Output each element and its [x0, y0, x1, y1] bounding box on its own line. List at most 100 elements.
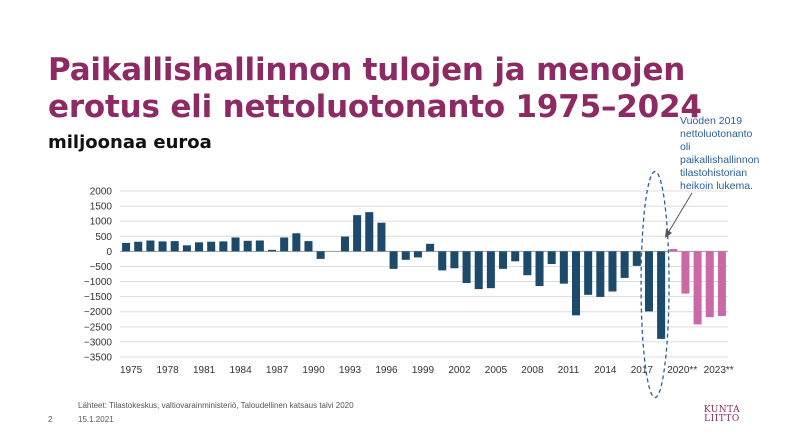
annotation-text: Vuoden 2019 nettoluotonanto oli paikalli…	[680, 115, 780, 193]
x-tick-label: 1984	[229, 365, 252, 376]
bar-1982	[207, 241, 216, 252]
title-line-1: Paikallishallinnon tulojen ja menojen	[48, 52, 686, 88]
bar-2000	[426, 243, 435, 252]
annotation-line: paikallishallinnon	[680, 154, 760, 166]
bar-2016	[620, 251, 629, 278]
y-tick-label: −3500	[84, 353, 113, 364]
bar-1984	[231, 237, 240, 252]
bar-2022	[693, 251, 702, 325]
bar-2024	[717, 251, 726, 316]
source-text: Lähteet: Tilastokeskus, valtiovarainmini…	[78, 401, 354, 410]
y-tick-label: −1500	[84, 292, 113, 303]
bar-2004	[474, 251, 483, 290]
bar-2002	[450, 251, 459, 269]
bar-1999	[413, 251, 422, 258]
y-tick-label: 0	[106, 247, 112, 258]
bar-2011	[559, 251, 568, 284]
bar-2003	[462, 251, 471, 284]
bar-2017	[632, 251, 641, 266]
bar-2001	[438, 251, 447, 271]
bar-1998	[401, 251, 410, 260]
annotation-line: Vuoden 2019	[680, 115, 743, 127]
bars	[122, 212, 726, 339]
bar-1997	[389, 251, 398, 269]
date-text: 15.1.2021	[78, 415, 114, 424]
annotation-arrow-head	[665, 229, 672, 238]
x-tick-label: 1981	[193, 365, 216, 376]
bar-2015	[608, 251, 617, 292]
x-tick-label: 1987	[266, 365, 289, 376]
y-tick-label: 500	[95, 232, 112, 243]
bar-1983	[219, 241, 228, 252]
x-tick-label: 2011	[558, 365, 580, 376]
annotation-line: heikoin lukema.	[680, 180, 753, 192]
bar-2006	[499, 251, 508, 269]
bar-1978	[158, 241, 167, 252]
bar-2014	[596, 251, 605, 297]
bar-1990	[304, 241, 313, 252]
bar-2008	[523, 251, 532, 276]
bar-1989	[292, 233, 301, 252]
x-tick-label: 2020**	[667, 365, 697, 376]
x-axis-ticks: 1975 1978 1981 1984 1987 1990 1993 1996 1999 2002…	[120, 365, 734, 376]
bar-2013	[584, 251, 593, 295]
bar-1980	[182, 245, 191, 252]
bar-1985	[243, 240, 252, 252]
bar-1993	[340, 236, 349, 252]
y-tick-label: 2000	[90, 187, 113, 198]
y-tick-label: −500	[89, 262, 112, 273]
bar-2023	[705, 251, 714, 318]
bar-1991	[316, 251, 325, 259]
bar-2020	[669, 248, 678, 252]
x-tick-label: 1975	[120, 365, 143, 376]
annotation-arrow-line	[667, 192, 693, 234]
x-tick-label: 2008	[521, 365, 544, 376]
kuntaliitto-logo: KUNTA LIITTO	[700, 406, 744, 424]
x-tick-label: 1999	[412, 365, 435, 376]
annotation-marks	[640, 170, 693, 399]
bar-1995	[365, 212, 374, 252]
bar-1981	[195, 242, 204, 252]
bar-2005	[486, 251, 495, 289]
page-title: Paikallishallinnon tulojen ja menojen er…	[48, 52, 708, 126]
bar-1975	[122, 242, 131, 252]
y-tick-label: −2500	[84, 322, 113, 333]
annotation-line: tilastohistorian	[680, 167, 748, 179]
bar-2018	[644, 251, 653, 312]
x-tick-label: 2014	[594, 365, 617, 376]
bar-2009	[535, 251, 544, 287]
y-tick-label: −1000	[84, 277, 113, 288]
bar-1986	[255, 240, 264, 252]
annotation-line: oli	[680, 141, 691, 153]
logo-line: KUNTA	[703, 405, 741, 415]
x-tick-label: 1996	[375, 365, 398, 376]
x-tick-label: 1993	[339, 365, 362, 376]
x-tick-label: 1990	[302, 365, 325, 376]
bar-1996	[377, 222, 386, 252]
x-tick-label: 2017	[631, 365, 654, 376]
x-tick-label: 2023**	[704, 365, 734, 376]
y-tick-label: 1000	[90, 217, 113, 228]
bar-1977	[146, 240, 155, 252]
gridlines	[120, 190, 728, 358]
y-tick-label: −2000	[84, 307, 113, 318]
x-tick-label: 2005	[485, 365, 508, 376]
bar-2021	[681, 251, 690, 294]
bar-2019	[657, 251, 666, 339]
title-line-2: erotus eli nettoluotonanto 1975–2024	[48, 89, 702, 125]
annotation-line: nettoluotonanto	[680, 128, 753, 140]
y-tick-label: −3000	[84, 337, 113, 348]
subtitle: miljoonaa euroa	[48, 132, 212, 153]
bar-1994	[353, 215, 362, 252]
bar-2012	[571, 251, 581, 316]
y-tick-label: 1500	[90, 202, 113, 213]
bar-1976	[134, 241, 143, 252]
x-tick-label: 2002	[448, 365, 471, 376]
page-number: 2	[48, 415, 53, 424]
x-tick-label: 1978	[156, 365, 179, 376]
logo-line: LIITTO	[704, 414, 740, 424]
bar-1979	[170, 241, 179, 252]
bar-1988	[280, 237, 289, 252]
highlight-ellipse	[640, 170, 670, 399]
